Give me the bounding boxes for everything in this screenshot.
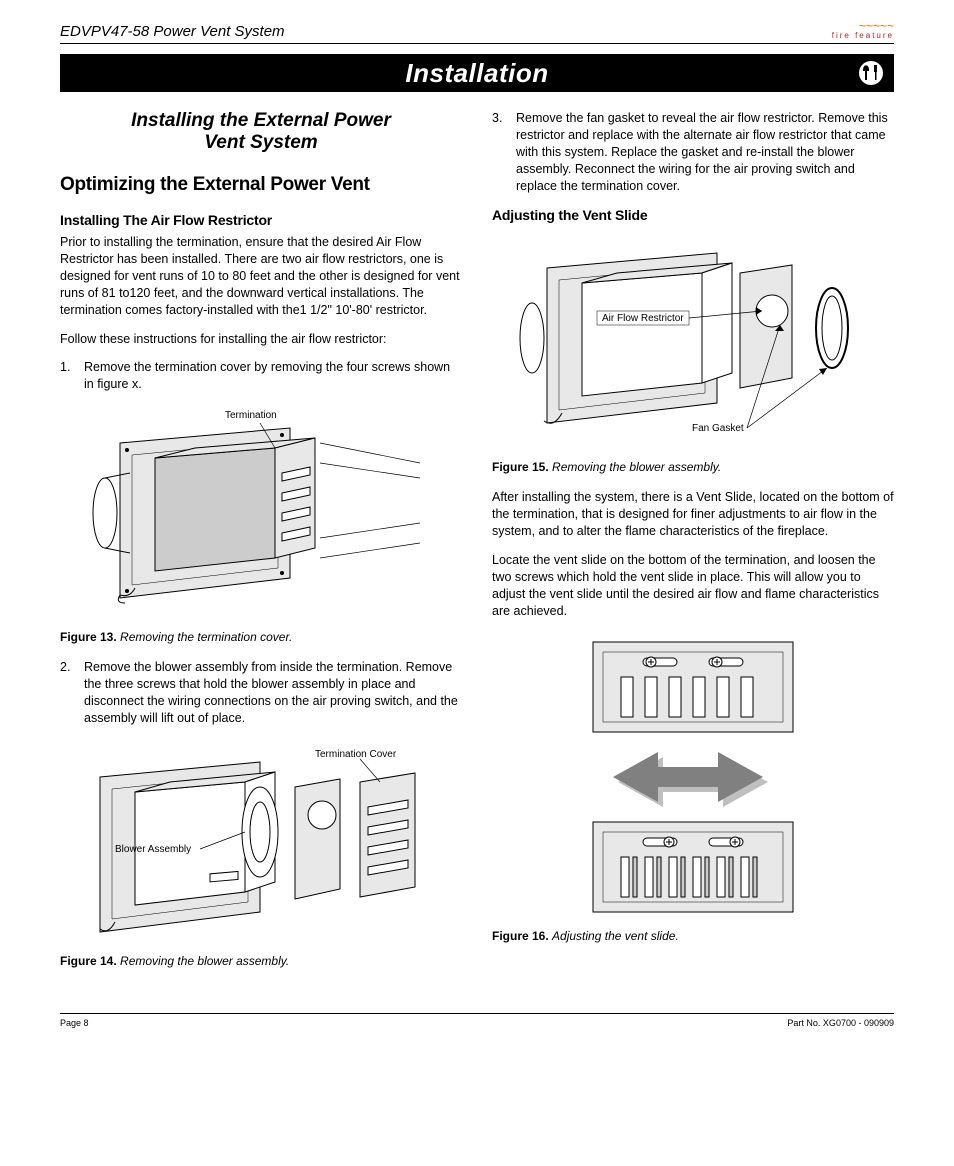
sub-sub-heading: Adjusting the Vent Slide: [492, 206, 894, 225]
step-number: 3.: [492, 110, 516, 194]
page-number: Page 8: [60, 1018, 89, 1028]
figure-16-diagram: [543, 632, 843, 922]
figure-16-caption: Figure 16. Adjusting the vent slide.: [492, 928, 894, 944]
content-columns: Installing the External Power Vent Syste…: [60, 110, 894, 983]
figure-13: Termination: [60, 403, 462, 623]
callout-label: Fan Gasket: [692, 423, 744, 434]
step-item: 3. Remove the fan gasket to reveal the a…: [492, 110, 894, 194]
paragraph: Locate the vent slide on the bottom of t…: [492, 552, 894, 620]
step-number: 1.: [60, 359, 84, 393]
page: EDVPV47-58 Power Vent System ~~~~~ fire …: [0, 0, 954, 1058]
step-number: 2.: [60, 659, 84, 727]
paragraph: Prior to installing the termination, ens…: [60, 234, 462, 318]
step-item: 2. Remove the blower assembly from insid…: [60, 659, 462, 727]
section-title: Installing the External Power Vent Syste…: [60, 110, 462, 154]
figure-15-caption: Figure 15. Removing the blower assembly.: [492, 459, 894, 475]
paragraph: Follow these instructions for installing…: [60, 331, 462, 348]
brand-text: fire feature: [832, 32, 894, 40]
figure-14-diagram: Blower Assembly Termination Cover: [60, 737, 440, 947]
sub-sub-heading: Installing The Air Flow Restrictor: [60, 211, 462, 230]
figure-15: Air Flow Restrictor Fan Gasket: [492, 233, 894, 453]
part-number: Part No. XG0700 - 090909: [787, 1018, 894, 1028]
page-header: EDVPV47-58 Power Vent System ~~~~~ fire …: [60, 20, 894, 44]
callout-label: Blower Assembly: [115, 844, 191, 855]
callout-label: Termination: [225, 410, 277, 421]
figure-14-caption: Figure 14. Removing the blower assembly.: [60, 953, 462, 969]
tools-icon: [858, 60, 884, 86]
step-text: Remove the fan gasket to reveal the air …: [516, 110, 894, 194]
step-text: Remove the termination cover by removing…: [84, 359, 462, 393]
brand-logo: ~~~~~ fire feature: [832, 20, 894, 40]
step-text: Remove the blower assembly from inside t…: [84, 659, 462, 727]
figure-14: Blower Assembly Termination Cover: [60, 737, 462, 947]
figure-13-diagram: Termination: [60, 403, 430, 623]
document-title: EDVPV47-58 Power Vent System: [60, 23, 285, 40]
section-banner: Installation: [60, 54, 894, 92]
figure-15-diagram: Air Flow Restrictor Fan Gasket: [492, 233, 872, 453]
callout-label: Termination Cover: [315, 749, 397, 760]
page-footer: Page 8 Part No. XG0700 - 090909: [60, 1013, 894, 1028]
sub-heading: Optimizing the External Power Vent: [60, 172, 462, 198]
step-item: 1. Remove the termination cover by remov…: [60, 359, 462, 393]
banner-title: Installation: [405, 58, 548, 89]
paragraph: After installing the system, there is a …: [492, 489, 894, 540]
callout-label: Air Flow Restrictor: [602, 313, 684, 324]
left-column: Installing the External Power Vent Syste…: [60, 110, 462, 983]
figure-16: [492, 632, 894, 922]
right-column: 3. Remove the fan gasket to reveal the a…: [492, 110, 894, 983]
figure-13-caption: Figure 13. Removing the termination cove…: [60, 629, 462, 645]
